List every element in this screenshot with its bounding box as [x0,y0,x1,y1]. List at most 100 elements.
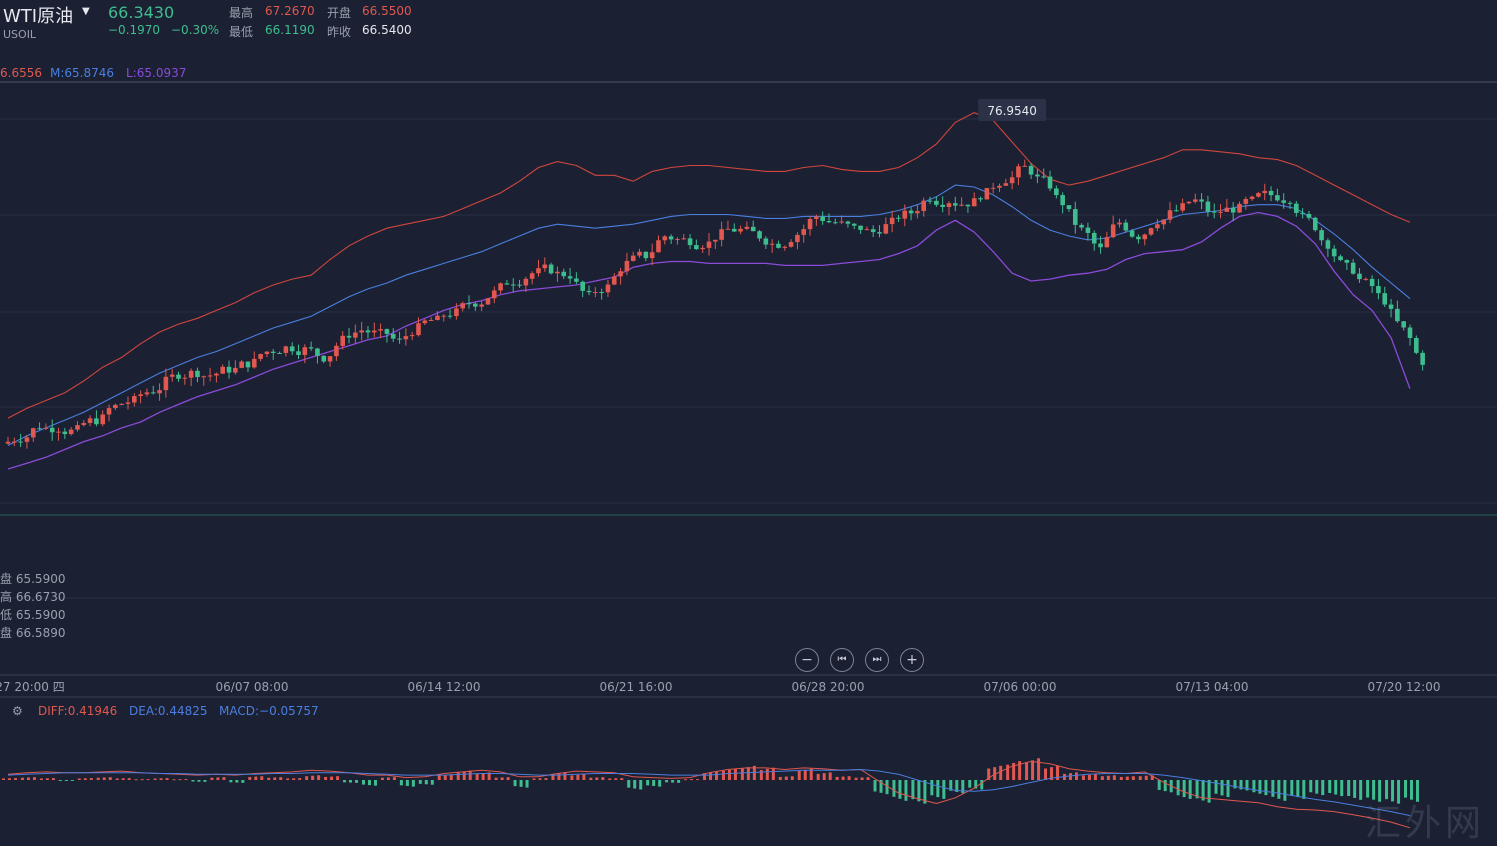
candle-body [100,414,106,425]
macd-bar [1296,780,1300,798]
macd-bar [835,776,839,780]
macd-bar [134,779,138,781]
candle-body [119,403,124,405]
candle-body [460,303,466,309]
candle-body [1376,286,1381,294]
macd-bar [235,780,239,783]
macd-bar [1359,780,1363,800]
x-tick-label: 07/13 04:00 [1176,680,1249,694]
candle-body [1350,262,1356,274]
candle-body [226,366,232,373]
candle-body [738,228,743,232]
candle-body [1066,205,1072,210]
candle-body [1237,203,1242,213]
candle-body [113,404,118,409]
candle-body [795,234,800,243]
candle-body [1167,210,1173,220]
macd-bar [324,776,328,780]
macd-bar [191,780,195,782]
candle-body [523,278,529,286]
macd-bar [1391,780,1395,802]
candle-body [1060,195,1065,206]
macd-diff-line [7,760,1411,829]
zoom-in-button[interactable]: + [900,648,924,672]
macd-bar [292,778,296,780]
candle-body [1224,207,1230,212]
macd-bar [803,769,807,780]
candle-body [1098,243,1103,248]
macd-bar [140,779,144,781]
macd-bar [1018,761,1022,780]
candle-body [637,251,642,256]
low-label: 最低 [229,25,254,39]
macd-bar [367,780,371,786]
macd-bar [1201,780,1205,801]
candle-body [245,361,251,368]
candle-body [845,221,851,224]
candle-body [1155,224,1160,229]
macd-bar [108,777,112,780]
macd-bar [115,778,119,780]
scroll-forward-button[interactable]: ⏭ [865,648,889,672]
macd-bar [411,780,415,787]
macd-bar [456,772,460,780]
macd-bar [1347,780,1351,797]
candle-body [321,355,327,362]
candle-body [1325,240,1331,249]
candle-body [940,204,945,207]
candle-body [858,225,863,230]
boll-upper-line [7,111,1411,419]
candle-body [1110,224,1116,238]
macd-bar [930,780,934,796]
candle-body [593,292,598,294]
candle-body [390,333,396,339]
boll-lower-legend: L:65.0937 [126,66,187,80]
candle-body [510,284,516,286]
candle-body [769,243,775,245]
macd-bar [1074,772,1078,780]
candle-body [1262,190,1268,194]
macd-bar [519,780,523,787]
macd-bar [828,772,832,780]
candle-body [150,392,156,394]
macd-bar [942,780,946,799]
macd-bar [96,777,100,780]
candle-body [327,356,333,362]
macd-bar [809,768,813,780]
macd-bar [102,777,106,780]
macd-bar [1037,758,1041,780]
candle-body [1218,211,1223,213]
macd-bar [172,779,176,781]
candle-body [959,204,964,206]
macd-bar [703,773,706,780]
macd-bar [765,768,769,780]
macd-bar [1220,780,1224,796]
candle-body [37,428,42,430]
candle-body [864,229,870,231]
macd-bar [790,776,794,780]
candle-body [902,210,908,219]
candle-body [542,264,548,269]
macd-bar [1397,780,1401,804]
candle-body [1382,293,1388,305]
zoom-out-button[interactable]: − [795,648,819,672]
macd-bar [317,775,321,780]
candle-body [927,200,933,202]
dropdown-caret-icon[interactable]: ▼ [82,6,90,17]
macd-bar [392,777,396,780]
candle-body [618,271,623,277]
candle-body [1003,183,1009,186]
candle-body [536,268,541,274]
macd-bar [20,777,24,780]
macd-bar [336,776,340,780]
candle-body [334,345,339,357]
candle-body [833,222,838,224]
settings-gear-icon[interactable]: ⚙ [12,704,23,718]
macd-bar [538,778,542,780]
scroll-back-button[interactable]: ⏮ [830,648,854,672]
candle-body [624,260,630,272]
macd-bar [582,774,586,780]
macd-bar [1378,780,1382,802]
instrument-title[interactable]: WTI原油 [3,6,74,27]
